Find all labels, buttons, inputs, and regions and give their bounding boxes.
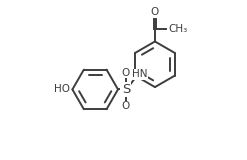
Text: O: O <box>151 7 159 17</box>
Text: HO: HO <box>54 84 70 94</box>
Text: CH₃: CH₃ <box>169 24 188 34</box>
Text: S: S <box>122 83 130 96</box>
Text: HN: HN <box>132 69 148 80</box>
Text: O: O <box>122 68 130 78</box>
Text: O: O <box>122 101 130 111</box>
